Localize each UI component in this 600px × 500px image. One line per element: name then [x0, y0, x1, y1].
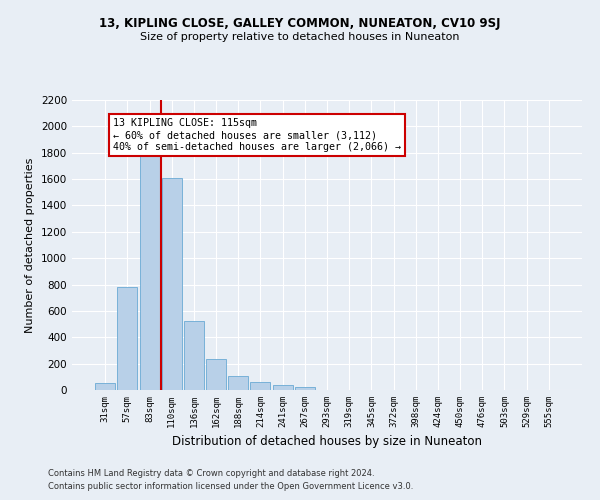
Bar: [228, 376, 248, 390]
Bar: [295, 388, 315, 390]
Text: 13, KIPLING CLOSE, GALLEY COMMON, NUNEATON, CV10 9SJ: 13, KIPLING CLOSE, GALLEY COMMON, NUNEAT…: [99, 18, 501, 30]
Bar: [272, 385, 293, 390]
Bar: [206, 359, 226, 390]
Bar: [250, 382, 271, 390]
Bar: [184, 321, 204, 390]
Y-axis label: Number of detached properties: Number of detached properties: [25, 158, 35, 332]
Bar: [162, 178, 182, 390]
Bar: [118, 287, 137, 390]
Bar: [140, 150, 160, 390]
Text: 13 KIPLING CLOSE: 115sqm
← 60% of detached houses are smaller (3,112)
40% of sem: 13 KIPLING CLOSE: 115sqm ← 60% of detach…: [113, 118, 401, 152]
Bar: [95, 383, 115, 390]
Text: Contains HM Land Registry data © Crown copyright and database right 2024.: Contains HM Land Registry data © Crown c…: [48, 468, 374, 477]
X-axis label: Distribution of detached houses by size in Nuneaton: Distribution of detached houses by size …: [172, 436, 482, 448]
Text: Contains public sector information licensed under the Open Government Licence v3: Contains public sector information licen…: [48, 482, 413, 491]
Text: Size of property relative to detached houses in Nuneaton: Size of property relative to detached ho…: [140, 32, 460, 42]
